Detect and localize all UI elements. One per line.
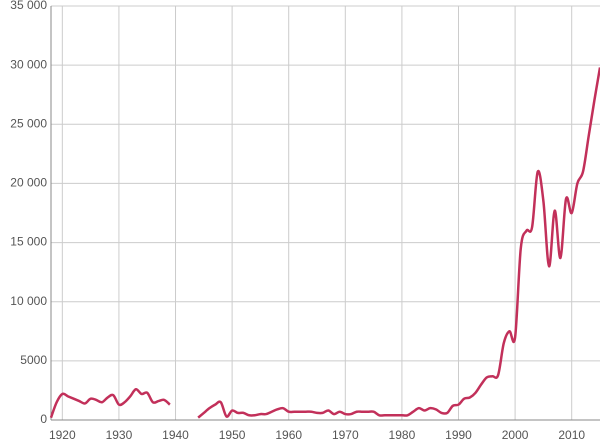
y-tick-label: 0 [40,412,47,426]
y-tick-label: 5000 [20,353,47,367]
x-tick-label: 1970 [332,428,359,442]
x-tick-label: 2000 [502,428,529,442]
x-tick-label: 1960 [275,428,302,442]
y-tick-label: 15 000 [10,235,47,249]
y-tick-label: 25 000 [10,116,47,130]
x-tick-label: 1950 [219,428,246,442]
x-tick-label: 1920 [49,428,76,442]
x-tick-label: 1930 [106,428,133,442]
x-tick-label: 2010 [558,428,585,442]
line [49,67,600,419]
y-tick-label: 20 000 [10,176,47,190]
x-tick-label: 1940 [162,428,189,442]
y-tick-label: 35 000 [10,0,47,12]
x-tick-label: 1990 [445,428,472,442]
y-tick-label: 30 000 [10,57,47,71]
x-tick-label: 1980 [389,428,416,442]
y-tick-label: 10 000 [10,294,47,308]
